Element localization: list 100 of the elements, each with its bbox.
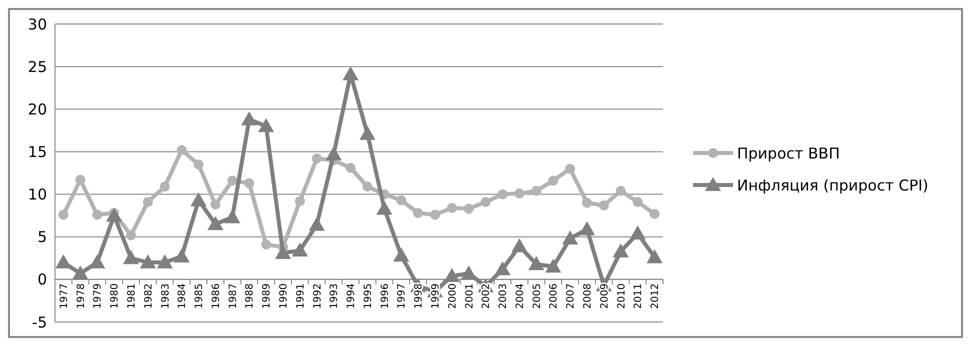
point xyxy=(106,208,122,222)
point xyxy=(650,208,660,219)
point xyxy=(174,248,190,262)
x-tick-label: 1984 xyxy=(177,283,188,309)
x-tick-label: 1997 xyxy=(396,283,408,309)
x-tick-label: 2009 xyxy=(599,283,610,309)
point xyxy=(210,200,220,210)
point xyxy=(359,126,376,140)
x-tick-label: 1990 xyxy=(278,283,290,309)
x-tick-label: 1978 xyxy=(76,283,87,309)
point xyxy=(548,176,558,186)
point xyxy=(528,256,544,270)
y-tick-label: 30 xyxy=(28,15,47,34)
x-tick-label: 1986 xyxy=(210,283,222,309)
point xyxy=(582,198,592,208)
x-tick-label: 1979 xyxy=(92,283,104,309)
y-tick-label: 25 xyxy=(28,58,47,76)
point xyxy=(632,196,643,207)
point xyxy=(616,186,626,196)
x-tick-label: 1985 xyxy=(194,283,206,309)
point xyxy=(275,245,291,260)
x-tick-label: 1987 xyxy=(228,283,239,309)
point xyxy=(126,230,136,240)
x-tick-label: 2000 xyxy=(447,283,458,309)
point xyxy=(362,182,372,192)
point xyxy=(194,159,204,170)
point xyxy=(598,200,609,210)
point xyxy=(646,249,663,264)
point xyxy=(261,240,272,250)
point xyxy=(72,265,88,280)
point xyxy=(494,261,511,276)
point xyxy=(514,188,524,198)
point xyxy=(312,154,322,164)
point xyxy=(227,176,238,186)
x-tick-label: 2004 xyxy=(514,283,526,309)
point xyxy=(258,118,274,132)
x-tick-label: 1982 xyxy=(143,283,154,309)
point xyxy=(75,174,86,185)
y-tick-label: 20 xyxy=(28,100,47,118)
point xyxy=(224,209,240,224)
point xyxy=(156,254,173,268)
x-tick-label: 2008 xyxy=(582,283,594,309)
y-tick-label: 10 xyxy=(28,186,47,204)
point xyxy=(531,186,542,196)
point xyxy=(396,195,406,206)
x-tick-label: 1988 xyxy=(244,283,256,309)
legend-label: Инфляция (прирост CPI) xyxy=(737,176,928,194)
x-tick-label: 1977 xyxy=(58,283,70,309)
point xyxy=(326,146,342,160)
x-tick-label: 2010 xyxy=(616,283,628,309)
x-tick-label: 1989 xyxy=(262,283,273,309)
point xyxy=(207,216,224,230)
point xyxy=(562,230,578,245)
point xyxy=(342,66,359,80)
y-tick-label: 5 xyxy=(37,228,47,246)
point xyxy=(612,243,629,258)
x-tick-label: 2005 xyxy=(532,283,543,309)
x-tick-label: 1995 xyxy=(362,283,374,309)
y-tick-label: 0 xyxy=(37,270,47,289)
legend-label: Прирост ВВП xyxy=(737,144,840,162)
point xyxy=(464,204,474,214)
point xyxy=(413,208,424,218)
y-tick-label: -5 xyxy=(32,313,47,332)
point xyxy=(393,248,410,262)
point xyxy=(241,111,258,126)
point xyxy=(565,164,576,174)
point xyxy=(545,258,562,273)
x-tick-label: 2001 xyxy=(464,283,476,309)
point xyxy=(160,182,170,192)
x-tick-label: 1994 xyxy=(346,283,358,309)
x-tick-label: 2012 xyxy=(650,283,662,309)
point xyxy=(58,210,68,220)
x-tick-label: 1998 xyxy=(414,283,425,309)
x-tick-label: 2011 xyxy=(633,283,644,309)
x-tick-label: 1996 xyxy=(380,283,391,309)
point xyxy=(376,200,392,215)
point xyxy=(480,196,491,207)
point xyxy=(444,268,460,282)
point xyxy=(511,238,528,252)
x-tick-label: 1981 xyxy=(126,283,138,309)
point xyxy=(294,196,305,206)
point xyxy=(579,221,595,236)
point xyxy=(140,254,156,268)
x-tick-label: 2007 xyxy=(566,283,577,309)
point xyxy=(176,145,187,156)
x-tick-label: 2006 xyxy=(548,283,560,309)
point xyxy=(292,242,308,256)
point xyxy=(430,210,440,220)
point xyxy=(244,178,254,188)
point xyxy=(190,192,207,206)
x-tick-label: 2002 xyxy=(481,283,492,309)
y-tick-label: 15 xyxy=(28,142,47,161)
point xyxy=(346,162,356,173)
x-tick-label: 1999 xyxy=(430,283,442,309)
point xyxy=(630,225,646,240)
x-tick-label: 2003 xyxy=(498,283,510,309)
x-tick-label: 1992 xyxy=(312,283,324,309)
x-tick-label: 1980 xyxy=(110,283,121,309)
point xyxy=(446,202,457,213)
point xyxy=(123,250,139,264)
